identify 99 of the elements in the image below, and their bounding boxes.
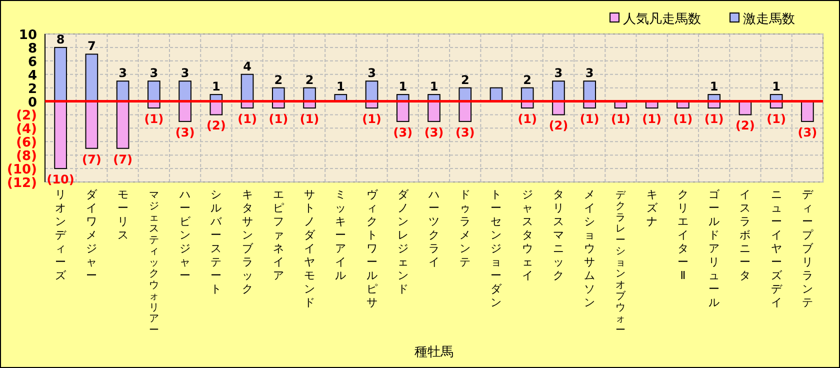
data-label: 2 [523,72,532,87]
data-label: 7 [88,39,96,54]
x-tick-label: ミッキーアイル [335,188,346,282]
category-label: ゴールドアリュール [708,188,720,309]
data-label: 1 [710,80,718,94]
y-tick-label: (8) [16,149,37,164]
bar [85,54,98,102]
bar [583,80,596,102]
data-label: 1 [772,80,780,94]
data-label: (1) [673,112,693,126]
data-label: 2 [460,72,470,87]
bar [85,100,98,149]
data-label: 3 [554,66,563,80]
data-label: 1 [212,80,220,94]
category-label: マジェスティックウォリアー [148,190,159,336]
bar [54,46,67,102]
data-label: 8 [56,32,65,46]
data-label: (3) [175,125,195,140]
data-label: (1) [300,112,320,126]
bar [148,80,160,102]
data-label: 1 [398,80,408,94]
legend-label: 激走馬数 [743,12,795,27]
x-tick-label: ドゥラメンテ [460,188,471,268]
data-label: 3 [180,66,190,80]
data-label: (2) [736,118,755,133]
x-axis-title: 種牡馬 [414,345,454,360]
data-label: (10) [46,172,74,187]
y-tick-label: 10 [18,28,37,43]
x-tick-label: ハーツクライ [428,188,440,268]
data-label: 2 [305,72,314,87]
y-tick-label: (4) [16,122,37,138]
data-label: (1) [518,112,538,126]
data-label: (1) [704,112,724,126]
data-label: (7) [82,152,102,166]
data-label: (1) [611,112,630,126]
data-label: (3) [424,125,444,140]
bar [116,80,130,102]
data-label: (2) [206,118,226,133]
data-label: (7) [113,152,132,166]
x-tick-label: リオンディーズ [55,188,68,282]
y-tick-label: 6 [28,54,37,70]
data-label: 2 [274,72,283,87]
x-tick-label: クリエイターⅡ [677,188,688,282]
data-label: 3 [118,66,127,80]
bar [116,100,130,149]
bar [365,80,378,102]
data-label: (3) [798,125,818,140]
x-tick-label: シルバーステート [210,188,223,296]
x-tick-label: キタサンブラック [242,188,254,296]
data-label: 3 [368,66,376,80]
y-tick-label: (6) [16,136,37,151]
x-tick-label: キズナ [646,188,658,228]
x-tick-label: ダイワメジャー [86,188,98,282]
data-label: 3 [585,66,594,80]
category-label: サトノダイヤモンド [304,188,316,309]
x-tick-label: モーリス [117,188,128,242]
y-tick-label: (10) [7,162,37,178]
bar [396,100,410,122]
legend-label: 人気凡走馬数 [623,12,701,27]
category-label: ディープブリランテ [802,188,813,309]
data-label: 4 [243,59,252,74]
bar [240,74,254,102]
data-label: 1 [430,80,438,94]
x-tick-label: タリスマニック [552,188,564,282]
category-label: デクラレーションオブウォー [616,190,626,336]
data-label: (1) [362,112,382,126]
x-tick-label: エピファネイア [272,188,284,282]
bar [54,100,67,170]
data-label: (1) [766,112,786,126]
bar [801,100,814,122]
y-tick-label: 8 [28,41,37,56]
y-tick-label: 0 [28,95,37,110]
data-label: 3 [150,66,158,80]
bar [178,100,192,122]
data-label: (1) [144,112,164,126]
category-label: メイショウサムソン [584,188,596,309]
y-tick-label: (12) [7,176,37,191]
bar [428,100,440,122]
y-tick-label: 4 [28,68,37,84]
bar [552,80,565,102]
bar [458,100,472,122]
category-label: ヴィクトワールピサ [366,188,378,309]
data-label: 1 [336,80,345,94]
data-label: (1) [238,112,257,126]
x-tick-label: ダノンレジェンド [397,188,410,296]
x-tick-label: ハービンジャー [178,188,192,282]
data-label: (1) [580,112,600,126]
x-tick-label: イスラボニータ [740,188,751,282]
y-tick-label: 2 [28,82,37,97]
data-label: (2) [548,118,568,133]
bar [178,80,192,102]
category-label: トーセンジョーダン [490,188,502,309]
data-label: (3) [455,125,475,140]
category-label: ニューイヤーズデイ [770,188,782,309]
x-tick-label: ジャスタウェイ [522,188,533,282]
data-label: (1) [642,112,662,126]
y-tick-label: (2) [16,108,37,124]
data-label: (3) [393,125,413,140]
data-label: (1) [268,112,288,126]
